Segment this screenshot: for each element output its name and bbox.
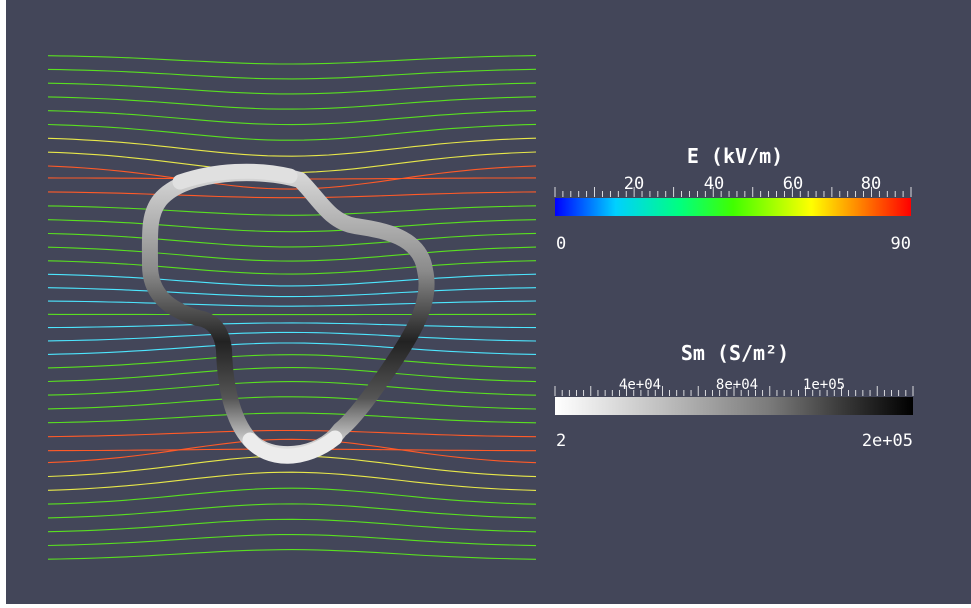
cell-membrane bbox=[141, 163, 435, 464]
e-colorbar-gradient bbox=[555, 198, 911, 216]
field-line bbox=[47, 273, 537, 287]
e-tick-label: 80 bbox=[861, 174, 881, 194]
field-line bbox=[47, 354, 537, 369]
field-line bbox=[47, 55, 537, 65]
e-tick-label: 60 bbox=[783, 174, 803, 194]
sm-min-label: 2 bbox=[556, 431, 566, 451]
sm-colorbar-title: Sm (S/m²) bbox=[681, 341, 789, 365]
field-line bbox=[47, 429, 537, 438]
field-line bbox=[47, 287, 537, 298]
field-line bbox=[47, 367, 537, 383]
field-line bbox=[47, 503, 537, 519]
field-line bbox=[47, 219, 537, 233]
membrane-ring bbox=[141, 165, 435, 463]
field-line bbox=[47, 412, 537, 424]
membrane-highlight-bottom bbox=[242, 430, 343, 464]
field-line bbox=[47, 342, 537, 355]
field-line bbox=[47, 518, 537, 533]
sm-tick-label: 1e+05 bbox=[803, 377, 845, 393]
e-colorbar-title: E (kV/m) bbox=[687, 144, 783, 168]
e-min-label: 0 bbox=[556, 234, 566, 254]
field-line bbox=[47, 123, 537, 141]
e-max-label: 90 bbox=[891, 234, 911, 254]
field-line bbox=[47, 471, 537, 491]
field-line bbox=[47, 137, 537, 157]
field-line bbox=[47, 381, 537, 396]
field-line bbox=[47, 165, 537, 190]
field-line bbox=[47, 191, 537, 199]
sm-tick-label: 4e+04 bbox=[619, 377, 661, 393]
field-line bbox=[47, 82, 537, 95]
sm-max-label: 2e+05 bbox=[862, 431, 913, 451]
field-line bbox=[47, 487, 537, 505]
e-colorbar: E (kV/m) 20 40 60 80 0 90 bbox=[554, 144, 912, 254]
field-line bbox=[47, 205, 537, 216]
field-line bbox=[47, 331, 537, 342]
field-line bbox=[47, 110, 537, 126]
field-line bbox=[47, 396, 537, 410]
sm-colorbar: Sm (S/m²) 4e+04 8e+04 1e+05 2 2e+05 bbox=[554, 341, 914, 451]
field-line bbox=[47, 549, 537, 560]
e-tick-label: 40 bbox=[704, 174, 724, 194]
field-line bbox=[47, 322, 537, 329]
sm-tick-label: 8e+04 bbox=[716, 377, 758, 393]
field-line bbox=[47, 260, 537, 275]
e-tick-label: 20 bbox=[624, 174, 644, 194]
field-line bbox=[47, 68, 537, 80]
sm-colorbar-minor-ticks bbox=[554, 386, 914, 396]
field-line bbox=[47, 232, 537, 248]
field-line bbox=[47, 438, 537, 464]
field-line bbox=[47, 300, 537, 307]
membrane-highlight-top bbox=[172, 163, 298, 190]
sm-colorbar-gradient bbox=[555, 397, 913, 415]
field-line bbox=[47, 246, 537, 262]
e-colorbar-minor-ticks bbox=[554, 187, 912, 197]
field-line bbox=[47, 96, 537, 110]
field-line bbox=[47, 534, 537, 547]
